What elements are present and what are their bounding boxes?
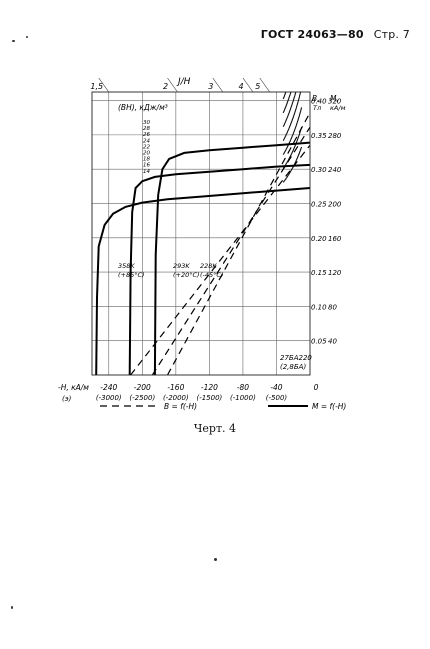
x-axis-tick-sub: (-1500) [196,394,222,402]
curve-temp-label: 228K [200,262,217,270]
jh-ray [259,77,270,93]
left-axis-tick-label: 28 [143,126,150,132]
left-axis-tick-label: 20 [143,151,150,157]
right-axis-m-tick: 280 [328,132,342,140]
x-axis-tick-sub: (-2000) [163,394,189,402]
right-axis-m-tick: 80 [328,303,337,311]
x-axis-tick-label: -240 [100,383,117,392]
right-axis-b-tick: 0.40 [311,98,327,106]
jh-ray [242,77,254,93]
right-axis-b-tick: 0.05 [311,338,327,346]
right-axis-m-label: M, [330,94,339,103]
material-label-alt: (2,8БА) [280,363,306,371]
curve-temp-label: 293K [173,262,190,270]
right-axis-b-unit: Тл [313,104,321,112]
curve-temp-celsius: (+85°C) [118,271,145,279]
jh-ray [167,77,178,93]
right-axis-m-tick: 160 [328,235,342,243]
top-axis-tick-label: 4 [238,82,243,91]
m-curve-228K [153,141,310,375]
scan-speck [26,36,28,38]
x-axis-label: -H, кА/м [58,383,89,392]
bh-hyperbola-28 [283,9,301,85]
right-axis-b-tick: 0.20 [311,235,327,243]
scan-speck [12,40,15,42]
left-axis-tick-label: 24 [143,138,150,144]
x-axis-tick-label: -200 [134,383,151,392]
right-axis-b-tick: 0.10 [311,303,327,311]
left-axis-label: (BH), кДж/м³ [118,103,168,112]
bh-hyperbola-18 [282,107,303,155]
m-curve-293K [128,163,310,375]
bh-hyperbola-22 [282,92,297,128]
x-axis-tick-label: -80 [237,383,249,392]
left-axis-tick-label: 18 [143,157,150,163]
x-axis-tick-sub: (-500) [266,394,288,402]
x-axis-tick-sub: (-1000) [230,394,256,402]
right-axis-b-tick: 0.15 [311,269,327,277]
left-axis-tick-label: 22 [143,144,150,150]
right-axis-b-label: B, [312,94,320,103]
right-axis-b-tick: 0.25 [311,200,327,208]
x-axis-tick-sub: (-3000) [96,394,122,402]
legend-label: M = f(-H) [312,402,346,411]
scan-speck [214,558,217,561]
top-axis-tick-label: 1,5 [90,82,103,91]
b-curve-358K [130,144,310,375]
left-axis-tick-label: 30 [143,120,150,126]
x-axis-note: (э) [62,395,72,403]
plot-frame [91,91,311,376]
bh-hyperbola-20 [282,92,302,141]
left-axis-tick-label: 16 [143,163,150,169]
jh-ray [212,77,224,93]
left-axis-tick-label: 26 [143,132,150,138]
right-axis-m-unit: кА/м [330,104,346,112]
m-curve-358K [95,187,310,375]
b-curve-228K [166,112,310,375]
right-axis-b-tick: 0.35 [311,132,327,140]
x-axis-tick-sub: (-2500) [129,394,155,402]
page-number: Стр. 7 [373,28,410,41]
top-axis-label: J/H [176,77,191,87]
figure-caption: Черт. 4 [193,422,237,435]
curve-temp-label: 358K [118,262,135,270]
jh-ray [98,77,110,93]
document-header: ГОСТ 24063—80 Стр. 7 [261,28,410,41]
bh-hyperbola-14 [282,146,303,183]
bh-hyperbola-26 [282,92,287,100]
bh-hyperbola-24 [282,92,292,114]
right-axis-m-tick: 320 [328,98,342,106]
x-axis-tick-label: 0 [314,383,319,392]
right-axis-m-tick: 40 [328,338,337,346]
right-axis-m-tick: 120 [328,269,342,277]
curve-temp-celsius: (-45°C) [200,271,223,279]
x-axis-tick-label: -120 [201,383,218,392]
right-axis-m-tick: 240 [328,166,342,174]
bh-hyperbola-30 [283,0,301,71]
right-axis-m-tick: 200 [328,200,342,208]
standard-number: ГОСТ 24063—80 [260,28,364,41]
top-axis-tick-label: 5 [255,82,260,91]
bh-hyperbola-16 [282,126,303,169]
b-curve-293K [151,126,310,375]
x-axis-tick-label: -40 [270,383,282,392]
legend-label: B = f(-H) [164,402,197,411]
right-axis-b-tick: 0.30 [311,166,327,174]
x-axis-tick-label: -160 [167,383,184,392]
top-axis-tick-label: 2 [163,82,168,91]
top-axis-tick-label: 3 [208,82,213,91]
curve-temp-celsius: (+20°C) [173,271,200,279]
material-label: 27БА220 [280,354,312,362]
left-axis-tick-label: 14 [143,169,150,175]
scan-speck [11,606,13,609]
